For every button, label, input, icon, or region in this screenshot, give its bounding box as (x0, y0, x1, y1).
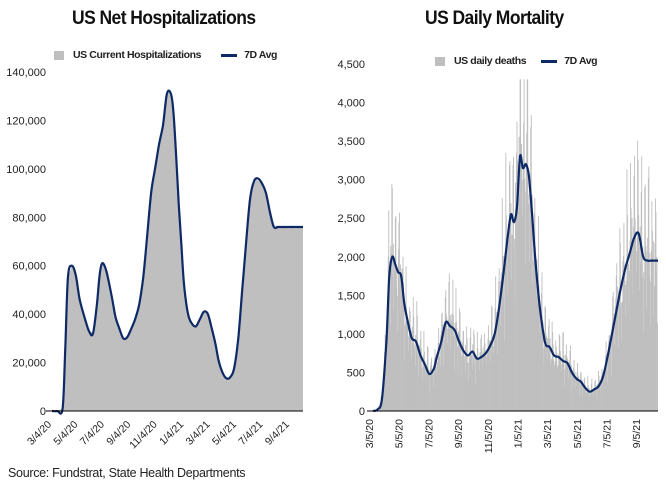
x-tick-label: 1/5/21 (512, 419, 524, 448)
7d-avg-line (51, 89, 303, 415)
x-tick-label: 9/4/21 (263, 419, 292, 448)
x-tick-label: 1/4/21 (157, 419, 186, 448)
x-tick-label: 7/4/21 (236, 419, 265, 448)
y-tick-label: 40,000 (12, 309, 46, 321)
y-tick-label: 100,000 (6, 164, 46, 176)
x-tick-label: 5/5/21 (572, 419, 584, 448)
chart-title-mortality: US Daily Mortality (425, 8, 564, 29)
x-tick-label: 3/5/20 (364, 419, 376, 448)
x-tick-label: 9/5/20 (453, 419, 465, 448)
y-tick-label: 4,500 (337, 59, 365, 71)
x-tick-label: 11/5/20 (483, 419, 495, 453)
y-tick-label: 2,000 (337, 252, 365, 264)
x-tick-label: 11/4/20 (127, 419, 160, 452)
legend-swatch-bars (435, 56, 445, 66)
y-tick-label: 2,500 (337, 213, 365, 225)
legend-swatch-line (221, 53, 238, 57)
x-tick-label: 7/5/20 (423, 419, 435, 448)
x-tick-label: 7/4/20 (78, 419, 107, 448)
legend-swatch-area (54, 50, 64, 60)
legend-label-7d-avg: 7D Avg (564, 55, 598, 67)
y-tick-label: 3,500 (337, 136, 365, 148)
y-tick-label: 500 (347, 367, 365, 379)
x-tick-label: 3/4/21 (184, 419, 213, 448)
y-tick-label: 1,000 (337, 329, 365, 341)
legend-label-7d-avg: 7D Avg (244, 49, 278, 61)
legend-swatch-line (541, 59, 558, 63)
x-tick-label: 5/4/21 (210, 419, 239, 448)
legend-label-daily-deaths: US daily deaths (454, 55, 527, 67)
y-tick-label: 120,000 (6, 115, 46, 127)
x-tick-label: 3/4/20 (25, 419, 54, 448)
x-tick-label: 7/5/21 (602, 419, 614, 448)
y-tick-label: 20,000 (12, 358, 46, 370)
y-tick-label: 140,000 (6, 67, 46, 79)
hospitalizations-area (52, 90, 303, 411)
y-tick-label: 80,000 (12, 212, 46, 224)
7d-avg-line (372, 154, 658, 413)
y-tick-label: 60,000 (12, 261, 46, 273)
x-tick-label: 5/4/20 (51, 419, 80, 448)
legend-label-current-hospitalizations: US Current Hospitalizations (73, 49, 202, 61)
y-tick-label: 1,500 (337, 290, 365, 302)
y-tick-label: 0 (359, 406, 365, 418)
x-tick-label: 9/5/21 (631, 419, 643, 448)
y-tick-label: 3,000 (337, 175, 365, 187)
legend-hospitalizations: US Current Hospitalizations 7D Avg (54, 49, 277, 61)
y-tick-label: 0 (40, 406, 46, 418)
chart-title-hospitalizations: US Net Hospitalizations (72, 8, 256, 29)
legend-mortality: US daily deaths 7D Avg (435, 55, 598, 67)
x-tick-label: 3/5/21 (542, 419, 554, 448)
y-tick-label: 4,000 (337, 98, 365, 110)
x-tick-label: 5/5/20 (394, 419, 406, 448)
source-note: Source: Fundstrat, State Health Departme… (8, 466, 246, 480)
